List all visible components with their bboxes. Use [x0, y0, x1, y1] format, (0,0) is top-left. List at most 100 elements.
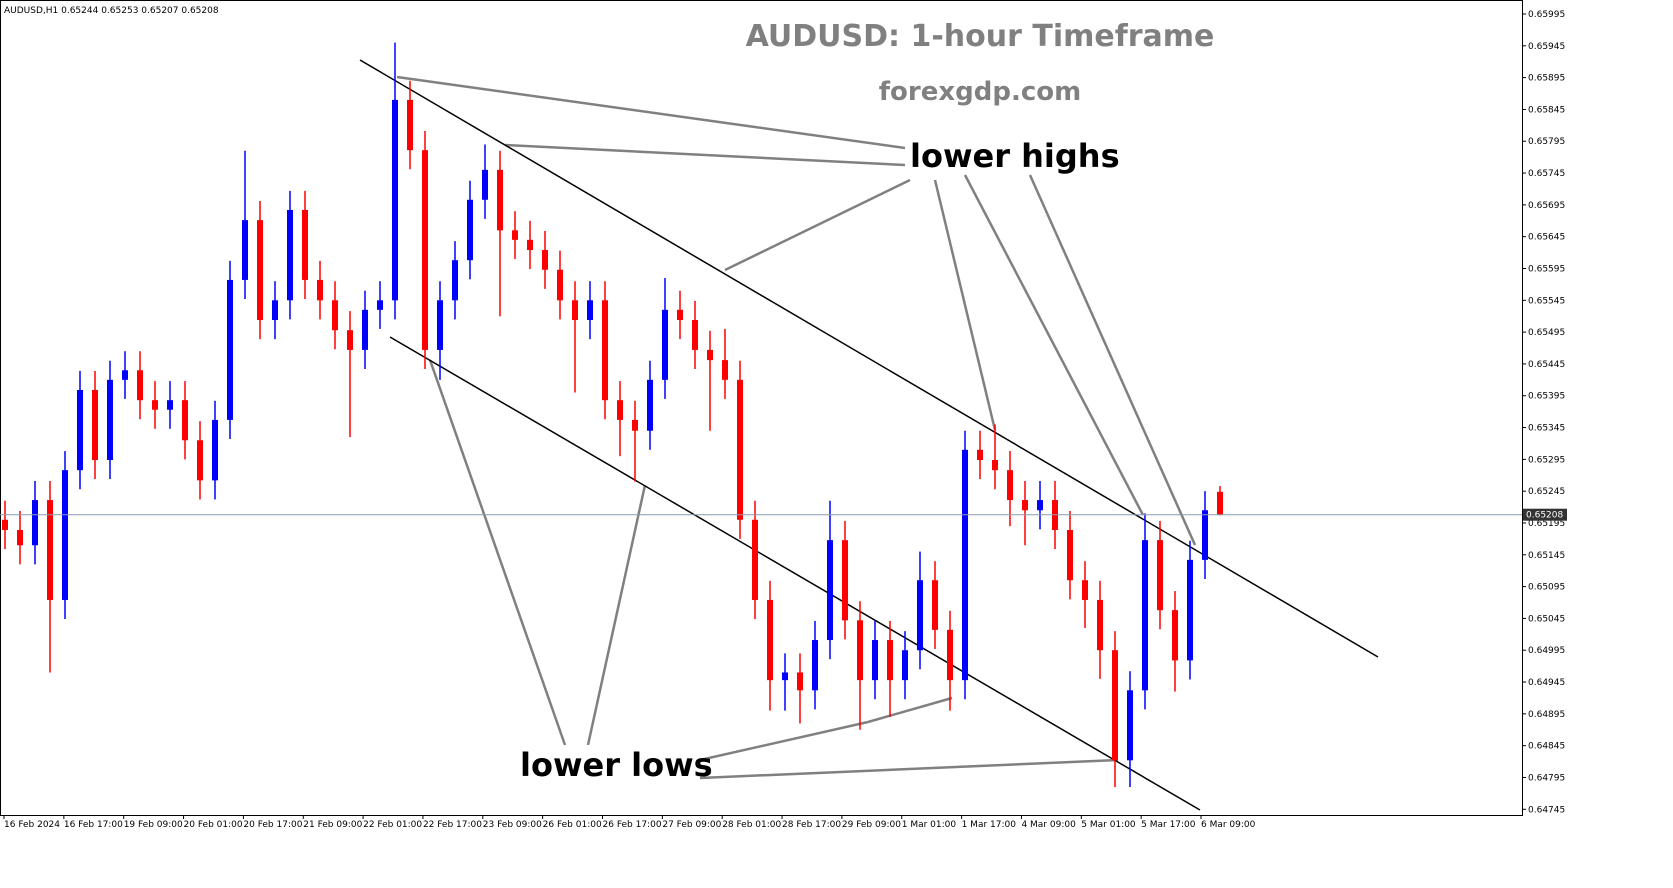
candle-body [17, 529, 23, 546]
candle-body [317, 279, 323, 301]
x-tick-label: 5 Mar 17:00 [1141, 820, 1196, 830]
candle-body [632, 419, 638, 431]
x-tick-label: 26 Feb 01:00 [543, 820, 602, 830]
candle-body [737, 379, 743, 520]
x-tick-label: 22 Feb 01:00 [363, 820, 422, 830]
candle-body [212, 419, 218, 481]
candle-body [902, 650, 908, 681]
y-tick-label: 0.65245 [1528, 487, 1565, 497]
x-tick-label: 20 Feb 01:00 [184, 820, 243, 830]
candle-body [587, 300, 593, 321]
candle-body [1142, 540, 1148, 691]
candle-body [137, 370, 143, 401]
candle-body [1082, 580, 1088, 600]
candle-body [572, 300, 578, 321]
candle-body [302, 209, 308, 280]
x-tick-label: 22 Feb 17:00 [423, 820, 482, 830]
y-tick-label: 0.65395 [1528, 392, 1565, 402]
candle-body [1172, 610, 1178, 661]
annotation: lower lows [520, 746, 713, 784]
candle-body [392, 99, 398, 301]
x-tick-label: 23 Feb 09:00 [483, 820, 542, 830]
candle-body [422, 150, 428, 350]
y-tick-label: 0.64845 [1528, 742, 1565, 752]
candle-body [347, 330, 353, 350]
candle-body [92, 390, 98, 460]
candle-body [1022, 500, 1028, 511]
y-tick-label: 0.65895 [1528, 74, 1565, 84]
x-tick-label: 20 Feb 17:00 [243, 820, 302, 830]
x-tick-label: 19 Feb 09:00 [124, 820, 183, 830]
y-tick-label: 0.65145 [1528, 551, 1565, 561]
candle-body [257, 220, 263, 321]
candle-body [377, 300, 383, 310]
candle-body [32, 500, 38, 546]
candle-body [107, 379, 113, 460]
candle-body [2, 519, 8, 530]
y-tick-label: 0.65945 [1528, 42, 1565, 52]
y-tick-label: 0.65495 [1528, 328, 1565, 338]
candle-body [497, 169, 503, 231]
y-tick-label: 0.65995 [1528, 10, 1565, 20]
candle-body [182, 400, 188, 441]
x-tick-label: 1 Mar 01:00 [902, 820, 957, 830]
candle-body [707, 349, 713, 361]
candle-body [692, 320, 698, 350]
candle-body [1187, 559, 1193, 661]
x-tick-label: 28 Feb 17:00 [782, 820, 841, 830]
y-tick-label: 0.65695 [1528, 201, 1565, 211]
y-tick-label: 0.64995 [1528, 646, 1565, 656]
candle-body [857, 620, 863, 681]
candle-body [167, 400, 173, 410]
x-tick-label: 1 Mar 17:00 [962, 820, 1017, 830]
y-tick-label: 0.65745 [1528, 169, 1565, 179]
candle-body [1007, 470, 1013, 501]
y-tick-label: 0.64895 [1528, 710, 1565, 720]
candle-body [287, 209, 293, 301]
candle-body [452, 260, 458, 301]
candle-body [77, 390, 83, 471]
candle-body [362, 309, 368, 350]
y-tick-label: 0.65545 [1528, 296, 1565, 306]
candle-body [602, 300, 608, 401]
candle-body [977, 449, 983, 460]
candle-body [752, 519, 758, 600]
candle-body [482, 169, 488, 200]
x-tick-label: 26 Feb 17:00 [603, 820, 662, 830]
y-tick-label: 0.64795 [1528, 773, 1565, 783]
annotation: lower highs [910, 137, 1120, 175]
candle-body [1217, 491, 1223, 515]
y-tick-label: 0.65045 [1528, 614, 1565, 624]
x-tick-label: 6 Mar 09:00 [1201, 820, 1256, 830]
current-price-box [1523, 508, 1567, 521]
candle-body [437, 300, 443, 350]
candle-body [1157, 540, 1163, 611]
candle-body [827, 540, 833, 641]
candle-body [722, 360, 728, 380]
x-tick-label: 16 Feb 17:00 [64, 820, 123, 830]
candle-body [947, 629, 953, 681]
candle-body [932, 580, 938, 630]
candle-body [1037, 500, 1043, 511]
candle-body [197, 440, 203, 481]
candle-body [557, 269, 563, 301]
candle-body [617, 400, 623, 420]
candle-body [887, 640, 893, 681]
y-tick-label: 0.65195 [1528, 519, 1565, 529]
candle-body [512, 230, 518, 240]
candle-body [542, 250, 548, 270]
candle-body [647, 379, 653, 431]
candle-body [1202, 510, 1208, 560]
candle-body [1097, 599, 1103, 651]
y-tick-label: 0.65645 [1528, 233, 1565, 243]
candle-body [767, 599, 773, 681]
candle-body [842, 540, 848, 621]
candle-body [227, 279, 233, 420]
candle-body [47, 500, 53, 600]
candle-body [812, 640, 818, 691]
candle-body [962, 449, 968, 681]
x-tick-label: 27 Feb 09:00 [662, 820, 721, 830]
x-tick-label: 28 Feb 01:00 [722, 820, 781, 830]
y-tick-label: 0.65845 [1528, 105, 1565, 115]
